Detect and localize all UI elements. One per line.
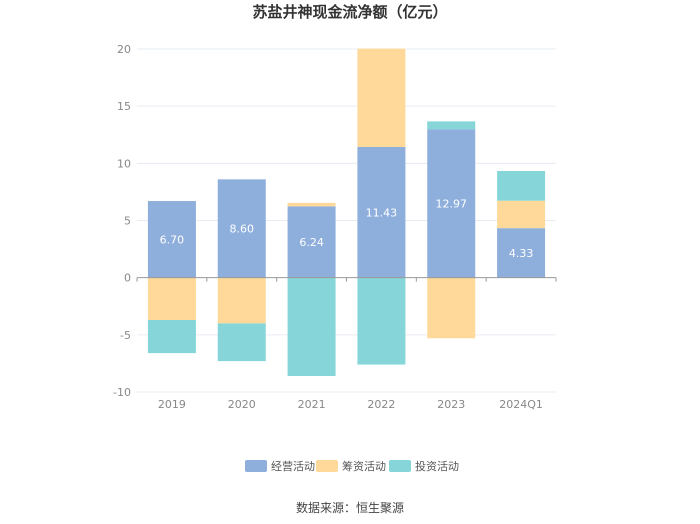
bar-investing-2019 bbox=[147, 319, 196, 354]
x-tick-label: 2019 bbox=[158, 398, 186, 411]
legend: 经营活动 筹资活动 投资活动 bbox=[245, 459, 459, 473]
bars-layer bbox=[147, 48, 546, 376]
legend-swatch-financing bbox=[316, 460, 338, 472]
source-note: 数据来源：恒生聚源 bbox=[296, 500, 404, 515]
bar-financing-2021 bbox=[287, 202, 336, 207]
data-label-operating-2024Q1: 4.33 bbox=[509, 247, 534, 260]
x-tick-label: 2020 bbox=[228, 398, 256, 411]
bar-financing-2023 bbox=[427, 277, 476, 339]
chart-title: 苏盐井神现金流净额（亿元） bbox=[252, 3, 447, 21]
y-tick-label: 15 bbox=[117, 100, 131, 113]
x-tick-label: 2022 bbox=[367, 398, 395, 411]
data-label-operating-2023: 12.97 bbox=[436, 198, 468, 211]
legend-label-investing: 投资活动 bbox=[415, 459, 459, 473]
bar-investing-2020 bbox=[217, 323, 266, 362]
bar-financing-2020 bbox=[217, 277, 266, 324]
bar-investing-2021 bbox=[287, 277, 336, 376]
data-label-operating-2021: 6.24 bbox=[299, 236, 324, 249]
bar-investing-2022 bbox=[357, 277, 406, 365]
y-axis: -10 -5 0 5 10 15 20 bbox=[113, 43, 131, 399]
bar-operating-2020 bbox=[217, 179, 266, 278]
y-tick-label: 0 bbox=[124, 272, 131, 285]
legend-swatch-investing bbox=[389, 460, 411, 472]
legend-label-operating: 经营活动 bbox=[271, 459, 315, 473]
bar-financing-2024Q1 bbox=[497, 200, 546, 229]
y-tick-label: -5 bbox=[120, 329, 131, 342]
data-labels-layer: 6.70 8.60 6.24 11.43 12.97 4.33 bbox=[160, 198, 534, 260]
y-tick-label: 10 bbox=[117, 157, 131, 170]
bar-investing-2023 bbox=[427, 121, 476, 130]
bar-investing-2024Q1 bbox=[497, 170, 546, 201]
bar-operating-2019 bbox=[147, 201, 196, 278]
data-label-operating-2019: 6.70 bbox=[160, 233, 185, 246]
bar-financing-2019 bbox=[147, 277, 196, 320]
x-axis: 2019 2020 2021 2022 2023 2024Q1 bbox=[136, 277, 557, 411]
x-tick-label: 2024Q1 bbox=[499, 398, 543, 411]
bar-operating-2021 bbox=[287, 206, 336, 278]
data-label-operating-2020: 8.60 bbox=[230, 223, 255, 236]
bar-operating-2023 bbox=[427, 129, 476, 278]
x-tick-label: 2021 bbox=[298, 398, 326, 411]
y-tick-label: 20 bbox=[117, 43, 131, 56]
bar-operating-2022 bbox=[357, 146, 406, 278]
legend-label-financing: 筹资活动 bbox=[342, 459, 386, 473]
y-tick-label: -10 bbox=[113, 386, 131, 399]
bar-financing-2022 bbox=[357, 48, 406, 147]
bar-operating-2024Q1 bbox=[497, 228, 546, 278]
legend-swatch-operating bbox=[245, 460, 267, 472]
x-tick-label: 2023 bbox=[437, 398, 465, 411]
data-label-operating-2022: 11.43 bbox=[366, 206, 398, 219]
gridlines bbox=[137, 48, 556, 393]
y-tick-label: 5 bbox=[124, 215, 131, 228]
